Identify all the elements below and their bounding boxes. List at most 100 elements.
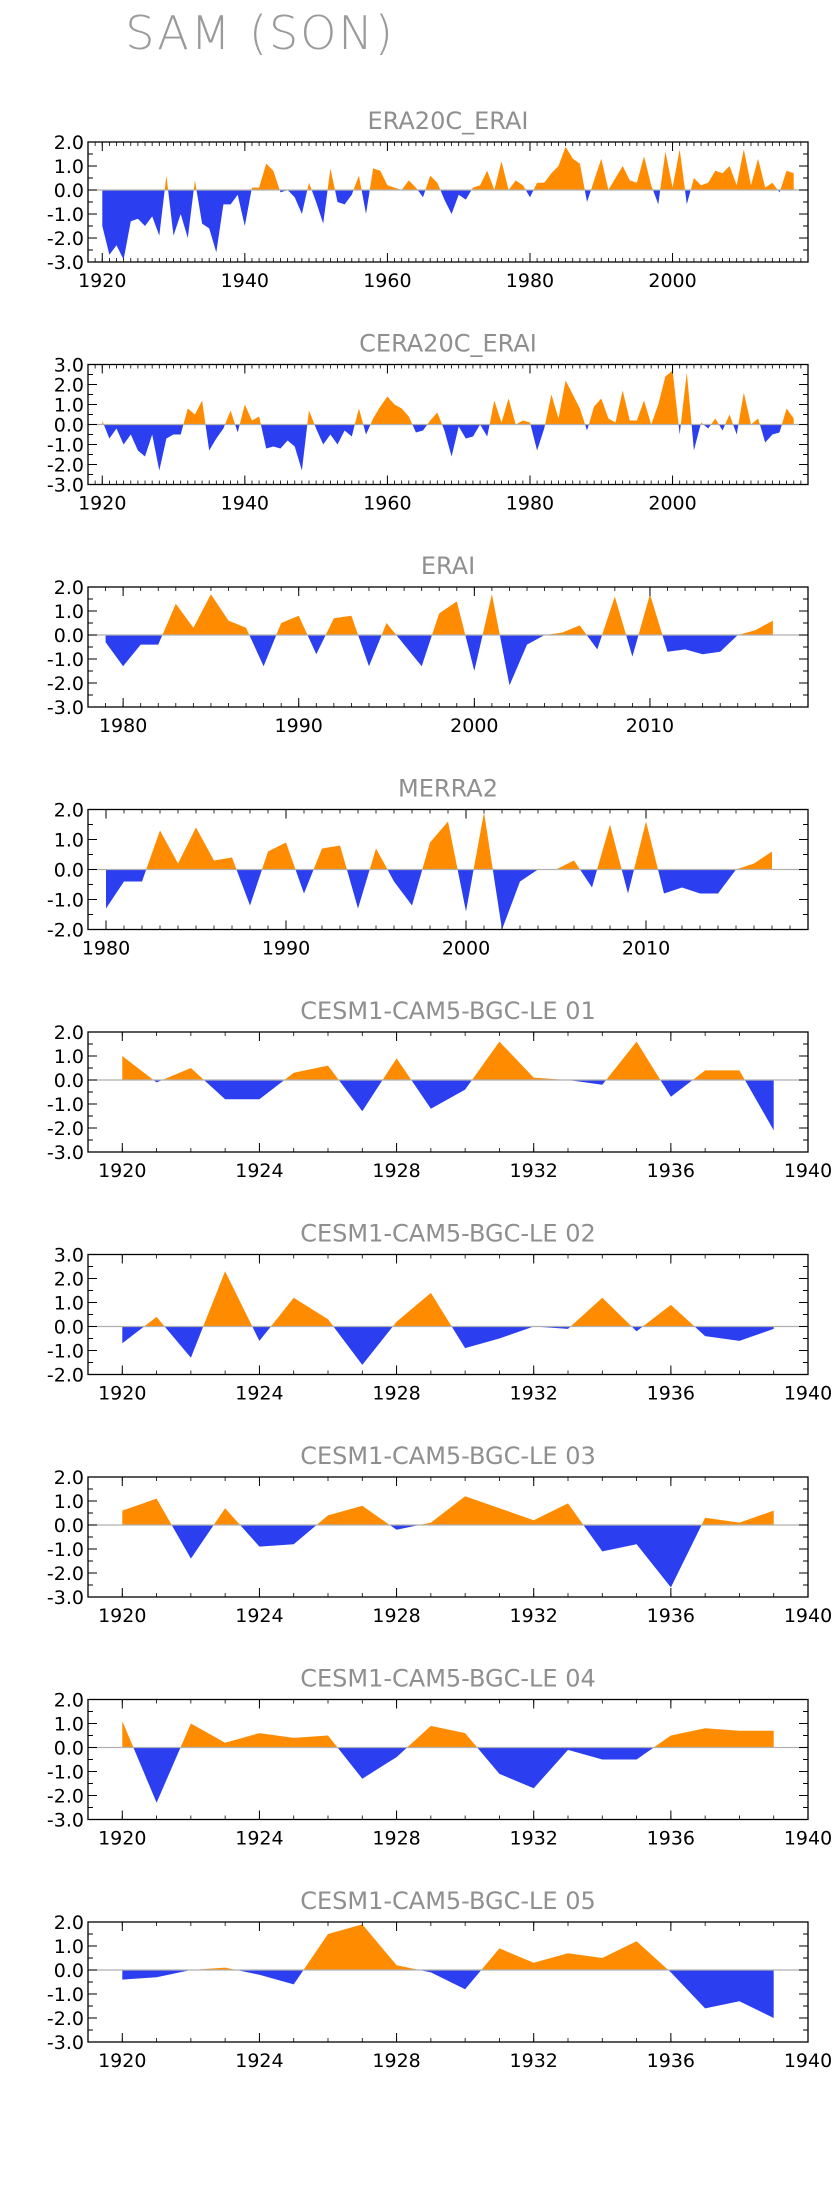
y-tick-label: 0.0 (54, 1515, 84, 1537)
panel-title: CERA20C_ERAI (359, 330, 537, 358)
x-tick-label: 2000 (450, 715, 498, 737)
x-tick-label: 1928 (372, 2050, 420, 2072)
panel-title: CESM1-CAM5-BGC-LE 02 (300, 1220, 596, 1248)
x-tick-label: 1990 (275, 715, 323, 737)
y-tick-label: -2.0 (47, 1786, 84, 1808)
x-tick-label: 1936 (647, 1160, 695, 1182)
series-negative-fill (122, 1326, 774, 1365)
x-tick-label: 1928 (372, 1160, 420, 1182)
series-negative-fill (122, 1970, 774, 2018)
x-tick-label: 1980 (82, 938, 130, 960)
chart-panel: CESM1-CAM5-BGC-LE 04 2.01.00.0-1.0-2.0-3.… (47, 1665, 832, 1850)
chart-panel: ERAI 2.01.00.0-1.0-2.0-3.0 1980 1990 2000 201… (47, 552, 809, 737)
series-negative-fill (133, 1747, 654, 1803)
x-tick-label: 1920 (98, 1605, 146, 1627)
x-tick-label: 1920 (78, 493, 126, 515)
plot-frame (87, 1698, 809, 1821)
x-tick-label: 2000 (648, 270, 696, 292)
x-tick-label: 1924 (235, 1605, 283, 1627)
x-tick-label: 1980 (506, 493, 554, 515)
x-tick-label: 1940 (784, 1828, 832, 1850)
y-tick-label: 0.0 (54, 1317, 84, 1339)
chart-panel: CESM1-CAM5-BGC-LE 02 3.02.01.00.0-1.0-2.0… (47, 1220, 832, 1405)
y-tick-label: -2.0 (47, 455, 84, 477)
x-tick-label: 2000 (648, 493, 696, 515)
y-tick-label: -3.0 (47, 1587, 84, 1609)
y-tick-label: -3.0 (47, 2032, 84, 2054)
x-tick-label: 1936 (647, 1828, 695, 1850)
y-tick-label: -1.0 (47, 1762, 84, 1784)
y-tick-label: 2.0 (54, 132, 84, 154)
y-tick-label: -3.0 (47, 697, 84, 719)
x-tick-label: 1920 (98, 1383, 146, 1405)
x-tick-label: 1940 (784, 2050, 832, 2072)
series-positive-fill (190, 1924, 669, 1970)
series-positive-fill (164, 146, 794, 190)
y-tick-label: 1.0 (54, 1293, 84, 1315)
y-tick-label: 0.0 (54, 180, 84, 202)
series-positive-fill (122, 1041, 745, 1080)
y-tick-label: 1.0 (54, 1714, 84, 1736)
y-tick-label: 2.0 (54, 800, 84, 822)
x-tick-label: 1960 (363, 270, 411, 292)
y-tick-label: 2.0 (54, 375, 84, 397)
y-tick-label: -2.0 (47, 228, 84, 250)
panel-title: CESM1-CAM5-BGC-LE 04 (300, 1665, 596, 1693)
x-tick-label: 2000 (442, 938, 490, 960)
x-tick-label: 1920 (98, 2050, 146, 2072)
y-tick-label: 0.0 (54, 415, 84, 437)
y-tick-label: -2.0 (47, 673, 84, 695)
panel-title: CESM1-CAM5-BGC-LE 03 (300, 1442, 596, 1470)
y-tick-label: 0.0 (54, 625, 84, 647)
y-tick-label: -1.0 (47, 204, 84, 226)
y-tick-label: 1.0 (54, 830, 84, 852)
x-tick-label: 1932 (510, 2050, 558, 2072)
series-positive-fill (122, 1721, 774, 1748)
y-tick-label: 2.0 (54, 1690, 84, 1712)
x-tick-label: 1924 (235, 2050, 283, 2072)
y-tick-label: 1.0 (54, 601, 84, 623)
x-tick-label: 1990 (262, 938, 310, 960)
x-tick-label: 1940 (221, 493, 269, 515)
x-tick-label: 1932 (510, 1160, 558, 1182)
x-tick-label: 1920 (98, 1828, 146, 1850)
series-negative-fill (102, 190, 781, 260)
plot-frame (87, 1253, 809, 1376)
chart-panel: CERA20C_ERAI 3.02.01.00.0-1.0-2.0-3.01920… (47, 330, 809, 515)
y-tick-label: -1.0 (47, 649, 84, 671)
chart-panel: CESM1-CAM5-BGC-LE 01 2.01.00.0-1.0-2.0-3.… (47, 997, 832, 1182)
series-positive-fill (162, 594, 773, 635)
x-tick-label: 1920 (98, 1160, 146, 1182)
chart-panel: CESM1-CAM5-BGC-LE 03 2.01.00.0-1.0-2.0-3.… (47, 1442, 832, 1627)
x-tick-label: 1936 (647, 2050, 695, 2072)
y-tick-label: 1.0 (54, 1491, 84, 1513)
page-title: SAM (SON) (125, 6, 395, 60)
x-tick-label: 1940 (784, 1605, 832, 1627)
series-negative-fill (103, 424, 782, 471)
panel-title: ERAI (421, 552, 475, 580)
panel-title: ERA20C_ERAI (368, 107, 529, 135)
x-tick-label: 2010 (626, 715, 674, 737)
series-negative-fill (171, 1525, 702, 1588)
y-tick-label: -1.0 (47, 1094, 84, 1116)
series-negative-fill (105, 635, 738, 686)
y-tick-label: 1.0 (54, 156, 84, 178)
x-tick-label: 1980 (506, 270, 554, 292)
y-tick-label: 1.0 (54, 395, 84, 417)
y-tick-label: -3.0 (47, 475, 84, 497)
y-tick-label: 0.0 (54, 1960, 84, 1982)
x-tick-label: 1936 (647, 1605, 695, 1627)
series-positive-fill (146, 812, 772, 870)
y-tick-label: -2.0 (47, 1118, 84, 1140)
y-tick-label: -3.0 (47, 252, 84, 274)
x-tick-label: 1940 (221, 270, 269, 292)
y-tick-label: 1.0 (54, 1936, 84, 1958)
y-tick-label: -1.0 (47, 435, 84, 457)
y-tick-label: -1.0 (47, 1341, 84, 1363)
x-tick-label: 1940 (784, 1383, 832, 1405)
panel-title: CESM1-CAM5-BGC-LE 01 (300, 997, 596, 1025)
y-tick-label: 2.0 (54, 1269, 84, 1291)
series-positive-fill (122, 1496, 774, 1525)
